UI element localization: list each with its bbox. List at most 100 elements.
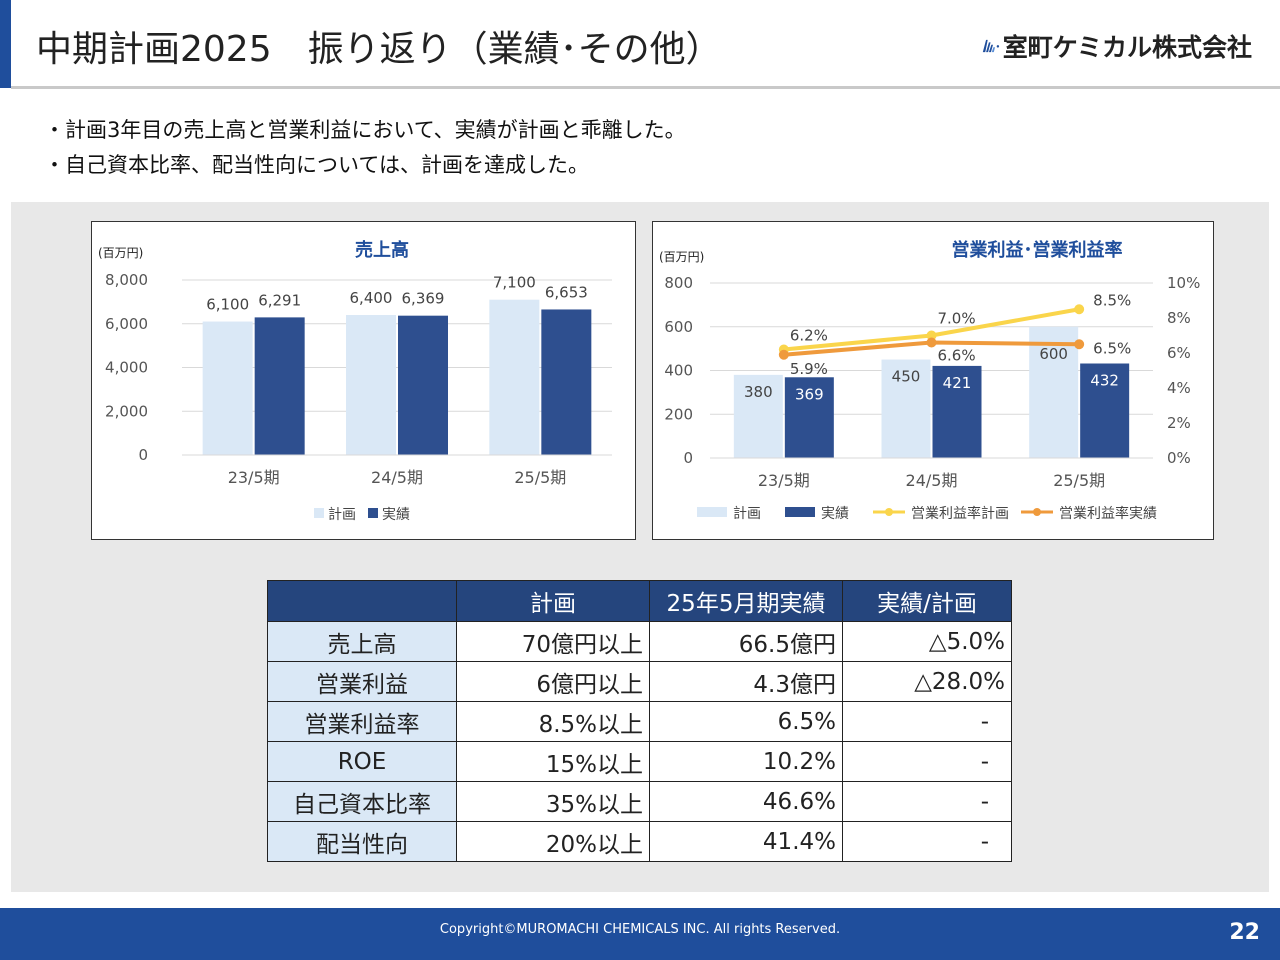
y-tick-label: 400 [664, 362, 693, 380]
bullet-item: ・計画3年目の売上高と営業利益において、実績が計画と乖離した。 [44, 118, 686, 142]
bar-value-label: 6,369 [402, 290, 445, 308]
y-tick-label: 0 [138, 446, 148, 464]
table-row: 配当性向 20%以上 41.4% - [267, 821, 1012, 862]
table-row: 売上高 70億円以上 66.5億円 △5.0% [267, 621, 1012, 662]
ratio-cell: - [842, 701, 1012, 742]
legend-swatch [697, 507, 727, 517]
legend-swatch [785, 507, 815, 517]
bar-actual [541, 309, 592, 455]
legend-swatch [368, 508, 378, 518]
ratio-cell: - [842, 821, 1012, 862]
bar-value-label: 6,400 [350, 289, 393, 307]
bar-plan [1029, 326, 1079, 458]
y2-tick-label: 6% [1167, 344, 1191, 362]
table-header-cell: 実績/計画 [842, 580, 1012, 622]
bar-value-label: 6,291 [258, 291, 301, 309]
line-value-label: 5.9% [790, 360, 828, 378]
y-tick-label: 6,000 [105, 315, 148, 333]
bar-value-label: 600 [1039, 345, 1068, 363]
y-tick-label: 600 [664, 318, 693, 336]
y2-tick-label: 10% [1167, 274, 1200, 292]
header-divider [11, 86, 1280, 89]
bar-value-label: 421 [943, 374, 972, 392]
bar-plan [489, 299, 540, 455]
line-value-label: 6.6% [938, 347, 976, 365]
bar-value-label: 6,653 [545, 283, 588, 301]
company-logo: 室町ケミカル株式会社 [982, 26, 1252, 66]
ratio-cell: △28.0% [842, 661, 1012, 702]
ratio-cell: △5.0% [842, 621, 1012, 662]
chart-title: 営業利益･営業利益率 [952, 239, 1123, 261]
plan-cell: 8.5%以上 [456, 701, 650, 742]
bar-value-label: 6,100 [206, 296, 249, 314]
table-row: ROE 15%以上 10.2% - [267, 741, 1012, 782]
y-tick-label: 2,000 [105, 402, 148, 420]
table-header-row: 計画 25年5月期実績 実績/計画 [267, 580, 1012, 622]
chart-unit-label: (百万円) [659, 250, 704, 264]
row-label-cell: ROE [267, 741, 457, 782]
bar-plan [346, 315, 396, 455]
line-point [1074, 304, 1085, 315]
line-value-label: 7.0% [938, 310, 976, 328]
bar-actual [1080, 363, 1130, 458]
y-tick-label: 0 [683, 449, 693, 467]
row-label-cell: 売上高 [267, 621, 457, 662]
x-tick-label: 23/5期 [228, 468, 280, 487]
x-tick-label: 25/5期 [514, 468, 566, 487]
bar-actual [784, 377, 834, 458]
y2-tick-label: 0% [1167, 449, 1191, 467]
bar-actual [254, 317, 305, 455]
y-tick-label: 200 [664, 405, 693, 423]
header: 中期計画2025 振り返り（業績･その他） 室町ケミカル株式会社 [0, 0, 1280, 89]
y-tick-label: 800 [664, 274, 693, 292]
y2-tick-label: 2% [1167, 414, 1191, 432]
results-table: 計画 25年5月期実績 実績/計画 売上高 70億円以上 66.5億円 △5.0% 営業… [267, 580, 1012, 862]
legend-label: 営業利益率計画 [911, 505, 1009, 522]
company-logo-icon [982, 39, 1000, 53]
ratio-cell: - [842, 781, 1012, 822]
x-tick-label: 25/5期 [1053, 471, 1105, 490]
table-body: 売上高 70億円以上 66.5億円 △5.0% 営業利益 6億円以上 4.3億円 △28.0%… [267, 621, 1012, 862]
sales-chart-svg: 売上高 (百万円) 0 2,000 4,000 6,000 8,000 6,100 6,291 2… [98, 239, 612, 523]
row-label-cell: 自己資本比率 [267, 781, 457, 822]
legend-line-marker [885, 508, 893, 516]
row-label-cell: 営業利益率 [267, 701, 457, 742]
bar-value-label: 450 [892, 368, 921, 386]
actual-cell: 10.2% [649, 741, 843, 782]
header-accent-bar [0, 0, 11, 88]
sales-chart: 売上高 (百万円) 0 2,000 4,000 6,000 8,000 6,100 6,291 2… [91, 221, 636, 540]
bar-actual [398, 315, 448, 455]
table-header-cell: 計画 [456, 580, 650, 622]
page-number: 22 [1229, 920, 1260, 945]
bullet-item: ・自己資本比率、配当性向については、計画を達成した。 [44, 153, 589, 177]
actual-cell: 46.6% [649, 781, 843, 822]
table-row: 営業利益 6億円以上 4.3億円 △28.0% [267, 661, 1012, 702]
line-point [1074, 339, 1085, 350]
operating-profit-chart: 営業利益･営業利益率 (百万円) 0 200 400 600 800 0% 2% 4% 6% 8% 10… [652, 221, 1214, 540]
plan-cell: 15%以上 [456, 741, 650, 782]
y2-tick-label: 4% [1167, 379, 1191, 397]
line-point [926, 330, 937, 341]
y2-tick-label: 8% [1167, 309, 1191, 327]
row-label-cell: 営業利益 [267, 661, 457, 702]
copyright-text: Copyright©MUROMACHI CHEMICALS INC. All r… [439, 922, 841, 937]
chart-title: 売上高 [355, 239, 409, 261]
table-header-cell [267, 580, 457, 622]
bar-plan [881, 359, 931, 458]
chart-unit-label: (百万円) [98, 246, 143, 260]
footer: Copyright©MUROMACHI CHEMICALS INC. All r… [0, 908, 1280, 960]
y-tick-label: 4,000 [105, 359, 148, 377]
table-row: 自己資本比率 35%以上 46.6% - [267, 781, 1012, 822]
y-tick-label: 8,000 [105, 271, 148, 289]
company-logo-text: 室町ケミカル株式会社 [1002, 33, 1252, 62]
line-value-label: 6.2% [790, 327, 828, 345]
bar-value-label: 380 [744, 383, 773, 401]
x-tick-label: 24/5期 [371, 468, 423, 487]
legend-label: 実績 [382, 507, 410, 523]
actual-cell: 4.3億円 [649, 661, 843, 702]
legend-label: 計画 [328, 507, 356, 523]
bar-plan [733, 374, 783, 458]
legend-line-marker [1033, 508, 1041, 516]
table-row: 営業利益率 8.5%以上 6.5% - [267, 701, 1012, 742]
page-title: 中期計画2025 振り返り（業績･その他） [36, 29, 722, 70]
